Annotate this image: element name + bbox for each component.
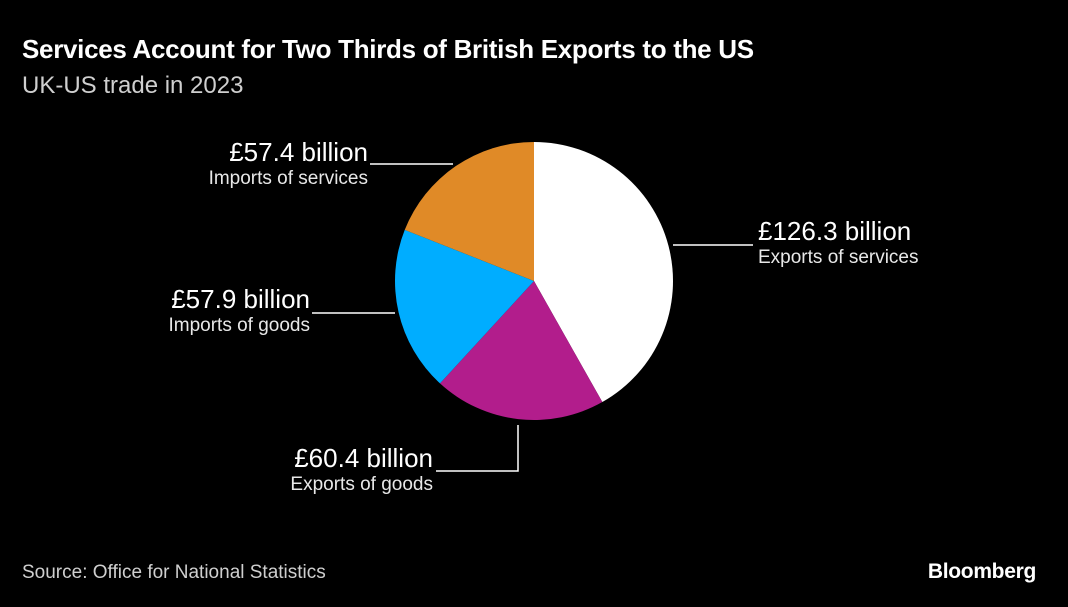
label-category: Imports of services [208, 168, 368, 189]
pie-slice-exports-of-goods [439, 281, 603, 421]
pie-slice-exports-of-services [534, 142, 674, 403]
chart-title: Services Account for Two Thirds of Briti… [22, 34, 754, 64]
pie-slice-imports-of-goods [394, 229, 534, 384]
leader-line-exports-goods [436, 425, 519, 472]
chart-subtitle: UK-US trade in 2023 [22, 72, 244, 99]
label-value: £57.4 billion [229, 137, 368, 167]
label-imports-goods: £57.9 billion Imports of goods [168, 284, 310, 338]
label-category: Exports of services [758, 247, 919, 268]
label-value: £60.4 billion [294, 443, 433, 473]
pie-slices [394, 142, 674, 421]
source-note: Source: Office for National Statistics [22, 562, 326, 583]
label-imports-services: £57.4 billion Imports of services [209, 137, 368, 191]
label-exports-services: £126.3 billion Exports of services [758, 216, 919, 270]
bloomberg-logo: Bloomberg [927, 560, 1036, 583]
leader-lines [312, 163, 753, 472]
label-exports-goods: £60.4 billion Exports of goods [290, 443, 433, 497]
label-value: £126.3 billion [758, 216, 912, 246]
pie-slice-imports-of-services [404, 142, 534, 281]
label-category: Imports of goods [168, 315, 310, 336]
label-category: Exports of goods [290, 474, 433, 495]
label-value: £57.9 billion [171, 284, 310, 314]
